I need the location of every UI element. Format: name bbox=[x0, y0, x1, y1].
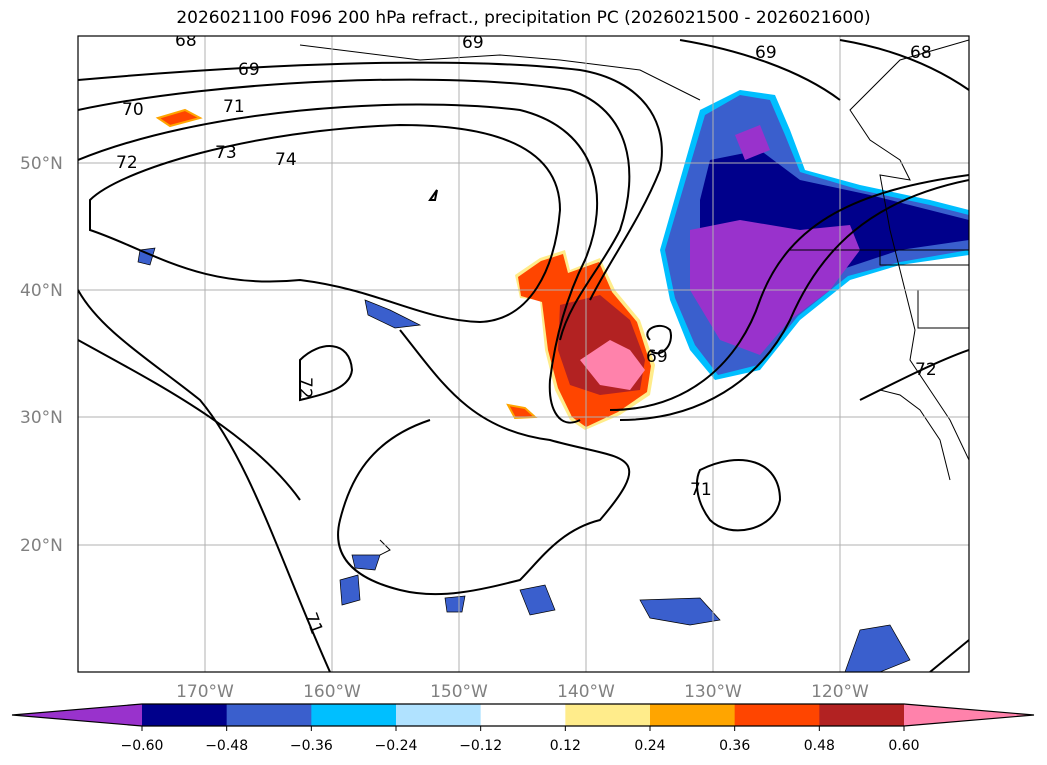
contour-labels: 68 69 69 68 69 70 71 72 73 74 72 69 71 7… bbox=[116, 31, 937, 637]
contour-label: 72 bbox=[295, 377, 315, 399]
colorbar-tick-label: −0.60 bbox=[121, 738, 164, 754]
lon-tick: 160°W bbox=[303, 682, 361, 702]
lon-tick: 150°W bbox=[430, 682, 488, 702]
colorbar-segment bbox=[396, 704, 482, 726]
colorbar-extend-high bbox=[904, 704, 1034, 726]
refractivity-contours bbox=[78, 39, 969, 672]
colorbar-segment bbox=[311, 704, 397, 726]
lon-tick-labels: 170°W 160°W 150°W 140°W 130°W 120°W bbox=[176, 682, 869, 702]
colorbar-segment bbox=[480, 704, 566, 726]
colorbar-tick-label: −0.48 bbox=[205, 738, 248, 754]
colorbar: −0.60 −0.48 −0.36 −0.24 −0.12 0.12 0.24 0.36 0.4… bbox=[11, 703, 1035, 754]
lon-tick: 120°W bbox=[811, 682, 869, 702]
colorbar-segment bbox=[226, 704, 312, 726]
contour-label: 68 bbox=[175, 31, 197, 51]
contour-label: 73 bbox=[215, 143, 237, 163]
colorbar-tick-label: −0.24 bbox=[375, 738, 418, 754]
lon-tick: 130°W bbox=[684, 682, 742, 702]
lon-tick: 170°W bbox=[176, 682, 234, 702]
contour-label: 68 bbox=[910, 43, 932, 63]
contour-label: 69 bbox=[755, 43, 777, 63]
contour-label: 72 bbox=[116, 153, 138, 173]
contour-label: 72 bbox=[915, 360, 937, 380]
contour-label: 69 bbox=[238, 60, 260, 80]
colorbar-segment bbox=[565, 704, 651, 726]
contour-label: 69 bbox=[462, 33, 484, 53]
contour-label: 71 bbox=[223, 97, 245, 117]
map-frame bbox=[77, 35, 970, 673]
colorbar-tick-label: −0.36 bbox=[290, 738, 333, 754]
lat-tick: 20°N bbox=[20, 536, 63, 556]
graticule bbox=[78, 36, 969, 672]
lon-tick: 140°W bbox=[557, 682, 615, 702]
map-area: 68 69 69 68 69 70 71 72 73 74 72 69 71 7… bbox=[78, 31, 969, 672]
colorbar-tick-label: 0.24 bbox=[634, 738, 665, 754]
precip-positive-region bbox=[155, 108, 655, 430]
colorbar-segment bbox=[142, 704, 228, 726]
lat-tick: 50°N bbox=[20, 154, 63, 174]
contour-label: 71 bbox=[690, 480, 712, 500]
colorbar-segment bbox=[819, 704, 905, 726]
colorbar-tick-label: 0.12 bbox=[550, 738, 581, 754]
lat-tick: 30°N bbox=[20, 408, 63, 428]
colorbar-tick-label: 0.60 bbox=[888, 738, 919, 754]
coastline bbox=[299, 39, 969, 556]
map-title: 2026021100 F096 200 hPa refract., precip… bbox=[176, 8, 871, 28]
lat-tick: 40°N bbox=[20, 281, 63, 301]
colorbar-extend-low bbox=[12, 704, 142, 726]
colorbar-tick-label: 0.36 bbox=[719, 738, 750, 754]
colorbar-segment bbox=[650, 704, 736, 726]
lat-tick-labels: 50°N 40°N 30°N 20°N bbox=[20, 154, 63, 556]
contour-label: 74 bbox=[275, 150, 297, 170]
colorbar-segment bbox=[734, 704, 820, 726]
colorbar-tick-label: −0.12 bbox=[459, 738, 502, 754]
colorbar-tick-label: 0.48 bbox=[804, 738, 835, 754]
contour-label: 69 bbox=[646, 347, 668, 367]
contour-label: 70 bbox=[122, 100, 144, 120]
